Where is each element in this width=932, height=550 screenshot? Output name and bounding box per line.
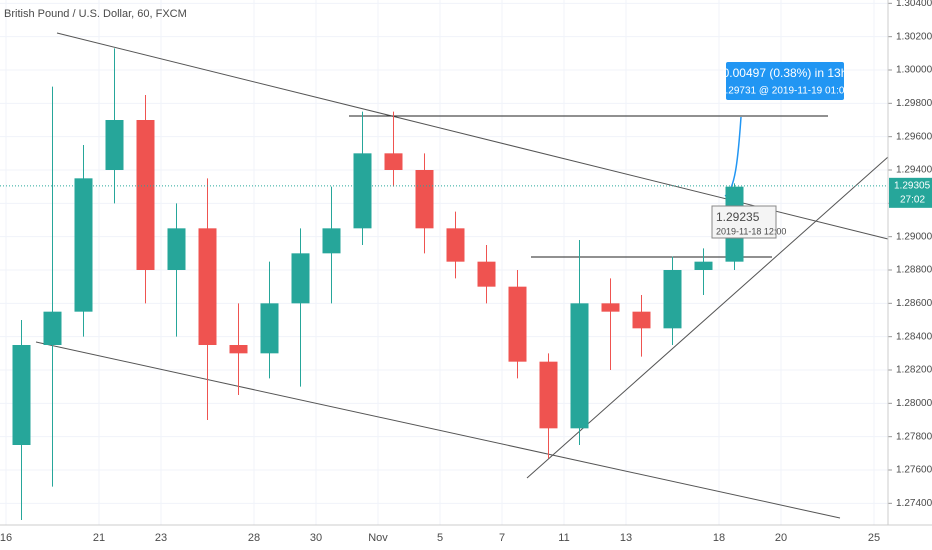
candle-body [570, 303, 589, 429]
candle-body [12, 345, 31, 445]
y-tick-label: 1.28000 [896, 398, 932, 409]
candles [12, 48, 744, 520]
candle-body [229, 345, 248, 354]
x-tick-label: 5 [437, 532, 443, 544]
x-tick-label: Nov [368, 532, 388, 544]
x-tick-label: 21 [93, 532, 105, 544]
candle-body [105, 120, 124, 170]
y-tick-label: 1.29600 [896, 131, 932, 142]
y-tick-label: 1.30200 [896, 31, 932, 42]
y-tick-label: 1.28800 [896, 265, 932, 276]
y-tick-label: 1.30400 [896, 0, 932, 9]
trend-line [56, 32, 889, 240]
x-tick-label: 25 [868, 532, 880, 544]
y-tick-label: 1.27600 [896, 465, 932, 476]
candle-body [415, 170, 434, 229]
candle-body [477, 261, 496, 287]
candle-body [446, 228, 465, 262]
y-tick-label: 1.29800 [896, 98, 932, 109]
tooltip-box [711, 205, 777, 239]
last-price-box [889, 177, 932, 208]
y-tick-label: 1.27800 [896, 431, 932, 442]
last-price-label: 1.29305 [894, 180, 931, 191]
candle-body [539, 361, 558, 429]
x-tick-label: 18 [713, 532, 725, 544]
measure-box [726, 62, 844, 100]
y-tick-label: 1.29400 [896, 165, 932, 176]
candle-body [601, 303, 620, 312]
x-tick-label: 30 [310, 532, 322, 544]
candle-body [74, 178, 93, 312]
x-tick-label: 20 [775, 532, 787, 544]
candle-body [663, 270, 682, 329]
candle-body [384, 153, 403, 170]
candle-body [694, 261, 713, 270]
y-tick-label: 1.29000 [896, 231, 932, 242]
measure-target: 1.29731 @ 2019-11-19 01:00 [720, 86, 851, 97]
candle-body [136, 120, 155, 270]
x-tick-label: 7 [499, 532, 505, 544]
x-tick-label: 16 [0, 532, 12, 544]
trend-line [35, 341, 841, 519]
candle-body [632, 311, 651, 329]
y-tick-label: 1.28400 [896, 331, 932, 342]
y-tick-label: 1.28600 [896, 298, 932, 309]
candle-body [508, 286, 527, 362]
measure-label: 0.00497 (0.38%) in 13h [723, 66, 848, 80]
candle-body [322, 228, 341, 254]
chart-title: British Pound / U.S. Dollar, 60, FXCM [4, 8, 187, 20]
y-tick-label: 1.28200 [896, 365, 932, 376]
y-tick-label: 1.27400 [896, 498, 932, 509]
y-tick-label: 1.30000 [896, 65, 932, 76]
drawings [35, 32, 889, 519]
tooltip-time: 2019-11-18 12:00 [716, 226, 786, 236]
candle-body [167, 228, 186, 270]
x-tick-label: 11 [558, 532, 569, 544]
candle-body [198, 228, 217, 345]
candle-body [353, 153, 372, 229]
candle-body [260, 303, 279, 354]
x-tick-label: 13 [620, 532, 632, 544]
candle-body [291, 253, 310, 304]
tooltip-price: 1.29235 [716, 210, 760, 224]
countdown: 27:02 [900, 194, 925, 205]
candle-body [43, 311, 62, 345]
x-tick-label: 23 [155, 532, 167, 544]
x-tick-label: 28 [248, 532, 260, 544]
